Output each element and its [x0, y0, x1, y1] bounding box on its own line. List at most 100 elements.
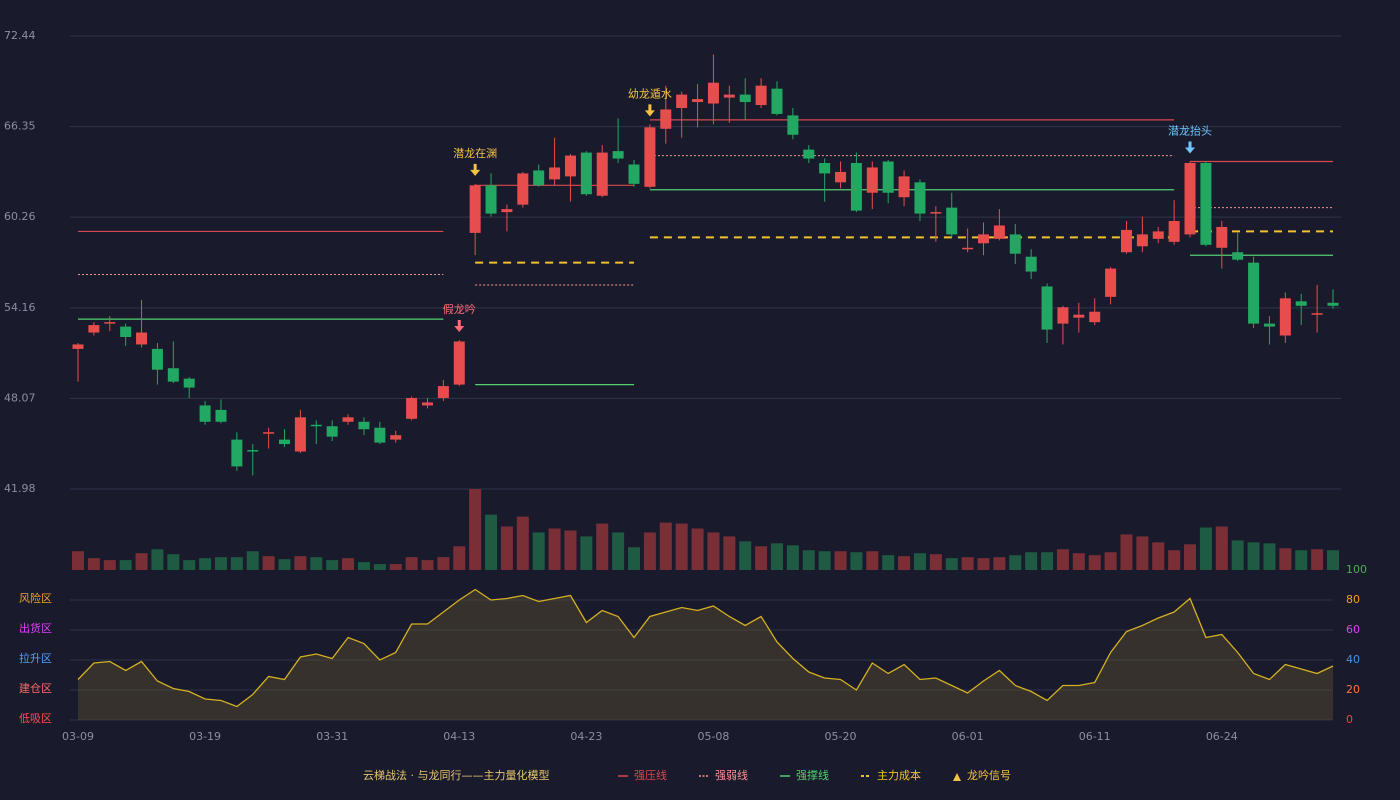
volume-bar: [485, 514, 498, 570]
volume-bar: [405, 557, 418, 570]
osc-tick-label: 20: [1346, 683, 1360, 696]
candle-body: [1073, 314, 1085, 318]
candle-body: [1136, 234, 1148, 247]
candle-body: [978, 234, 990, 244]
x-tick-label: 06-11: [1079, 730, 1111, 743]
candle-body: [1120, 229, 1132, 253]
candle-body: [787, 115, 799, 135]
volume-bar: [850, 552, 863, 570]
candle-body: [1295, 301, 1307, 306]
candle-body: [151, 348, 163, 370]
volume-bar: [834, 551, 847, 570]
candle-body: [183, 378, 195, 388]
candle-body: [930, 212, 942, 214]
volume-bar: [119, 560, 132, 570]
volume-bar: [246, 551, 259, 570]
candle-body: [342, 417, 354, 422]
candle-body: [167, 368, 179, 382]
candle-body: [263, 432, 275, 434]
volume-bar: [1088, 555, 1101, 570]
volume-bar: [437, 557, 450, 570]
y-tick-label: 72.44: [4, 29, 36, 42]
volume-bar: [913, 553, 926, 570]
volume-bar: [72, 551, 84, 570]
zone-label: 风险区: [19, 591, 52, 605]
volume-bar: [929, 554, 942, 570]
volume-bar: [802, 550, 815, 570]
candle-body: [835, 171, 847, 183]
volume-bar: [1327, 550, 1339, 570]
volume-bar: [87, 558, 100, 570]
volume-bar: [294, 556, 307, 570]
candle-body: [612, 151, 624, 159]
candle-body: [914, 182, 926, 214]
volume-bar: [707, 532, 720, 570]
volume-bar: [1025, 552, 1038, 570]
legend-title: 云梯战法 · 与龙同行——主力量化模型: [363, 768, 550, 782]
candle-body: [549, 167, 561, 180]
x-tick-label: 04-13: [443, 730, 475, 743]
volume-bar: [357, 562, 370, 570]
x-tick-label: 05-08: [697, 730, 729, 743]
y-tick-label: 48.07: [4, 391, 36, 404]
signal-arrow: [644, 104, 655, 117]
osc-tick-label: 40: [1346, 653, 1360, 666]
candle-body: [1200, 163, 1212, 245]
signal-arrow: [470, 163, 481, 176]
legend: 云梯战法 · 与龙同行——主力量化模型 强压线 强弱线 强撑线 主力成本 龙吟信号: [363, 768, 1011, 782]
volume-bar: [882, 555, 895, 570]
candle-body: [692, 99, 704, 103]
candle-body: [1248, 262, 1260, 324]
x-tick-label: 03-09: [62, 730, 94, 743]
signal-arrow: [1185, 141, 1196, 154]
candle-body: [1168, 221, 1180, 242]
candle-body: [294, 417, 306, 452]
candle-body: [120, 326, 132, 338]
y-tick-label: 66.35: [4, 120, 36, 133]
volume-bar: [310, 557, 323, 570]
volume-bar: [1104, 552, 1117, 570]
signal-arrow: [454, 319, 465, 332]
volume-bar: [1215, 526, 1228, 570]
volume-bar: [135, 553, 148, 570]
volume-bar: [1136, 536, 1149, 570]
candle-body: [1311, 313, 1323, 315]
x-tick-label: 04-23: [570, 730, 602, 743]
volume-bar: [786, 545, 799, 570]
candle-body: [1232, 252, 1244, 260]
candle-body: [1184, 163, 1196, 235]
y-tick-label: 41.98: [4, 482, 36, 495]
volume-bar: [612, 532, 625, 570]
signal-label: 潜龙抬头: [1168, 124, 1212, 138]
volume-bar: [675, 523, 688, 570]
volume-bar: [945, 558, 958, 570]
volume-bar: [1311, 549, 1324, 570]
candle-body: [628, 164, 640, 184]
candle-body: [358, 421, 370, 430]
candle-body: [231, 439, 243, 467]
volume-bar: [342, 558, 355, 570]
volume-bar: [151, 549, 164, 570]
candle-body: [279, 439, 291, 445]
candle-body: [962, 247, 974, 250]
candle-body: [1009, 234, 1021, 254]
volume-bar: [421, 560, 434, 570]
candle-body: [1057, 307, 1069, 324]
volume-bar: [1231, 540, 1244, 570]
legend-label: 强弱线: [715, 768, 748, 782]
volume-bar: [643, 532, 656, 570]
volume-bar: [230, 557, 243, 570]
volume-bar: [1247, 542, 1260, 570]
volume-bar: [961, 557, 974, 570]
candle-body: [247, 450, 259, 452]
candle-body: [644, 127, 656, 187]
legend-label: 主力成本: [877, 768, 921, 782]
volume-bar: [326, 560, 339, 570]
volume-bar: [596, 523, 609, 570]
candle-body: [485, 185, 497, 214]
zone-label: 建仓区: [19, 681, 52, 695]
volume-bar: [183, 560, 196, 570]
candle-body: [501, 209, 513, 213]
